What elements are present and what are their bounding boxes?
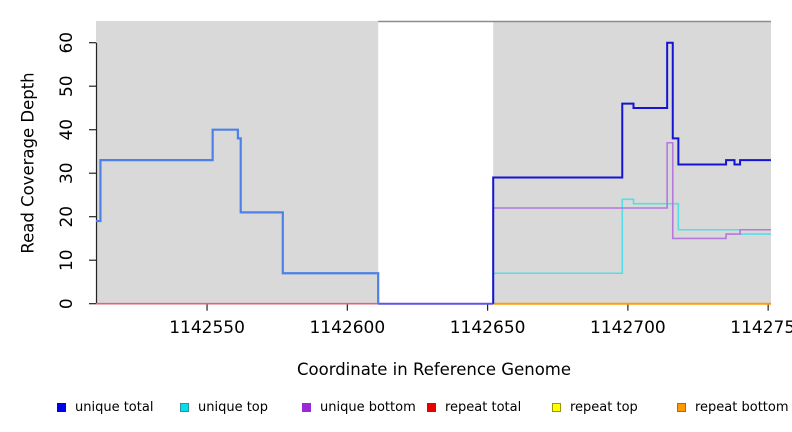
legend-item-unique-total: unique total	[57, 398, 153, 416]
y-axis-title: Read Coverage Depth	[18, 72, 38, 254]
series-unique-total-left-line	[96, 128, 380, 304]
y-tick-label: 40	[57, 119, 77, 141]
legend-swatch-repeat-total	[427, 402, 436, 412]
legend: unique total unique top unique bottom repea…	[0, 398, 792, 420]
x-tick-label: 1142650	[450, 318, 526, 338]
legend-item-unique-bottom: unique bottom	[302, 398, 416, 416]
y-tick-label: 0	[57, 298, 77, 309]
series-unique-total-right-line	[492, 41, 771, 304]
y-tick-label: 10	[57, 249, 77, 271]
legend-label: repeat total	[445, 399, 522, 415]
legend-label: repeat top	[570, 399, 638, 415]
legend-swatch-unique-bottom	[302, 402, 311, 412]
y-tick-label: 30	[57, 162, 77, 184]
series-unique-bottom-line	[492, 141, 771, 304]
x-axis-title: Coordinate in Reference Genome	[296, 360, 572, 379]
gap-region	[378, 21, 494, 304]
x-tick-label: 1142700	[590, 318, 666, 338]
legend-label: repeat bottom	[695, 399, 789, 415]
legend-item-repeat-top: repeat top	[552, 398, 638, 416]
legend-item-unique-top: unique top	[180, 398, 268, 416]
legend-swatch-repeat-top	[552, 402, 561, 412]
legend-swatch-unique-total	[57, 402, 66, 412]
legend-swatch-repeat-bottom	[677, 402, 686, 412]
legend-swatch-unique-top	[180, 402, 189, 412]
x-tick-label: 1142600	[309, 318, 385, 338]
legend-label: unique bottom	[320, 399, 416, 415]
legend-item-repeat-bottom: repeat bottom	[677, 398, 789, 416]
x-tick-label: 1142550	[169, 318, 245, 338]
y-tick-label: 60	[57, 32, 77, 54]
legend-item-repeat-total: repeat total	[427, 398, 521, 416]
y-tick-label: 50	[57, 75, 77, 97]
legend-label: unique top	[198, 399, 269, 415]
legend-label: unique total	[75, 399, 154, 415]
y-tick-label: 20	[57, 206, 77, 228]
